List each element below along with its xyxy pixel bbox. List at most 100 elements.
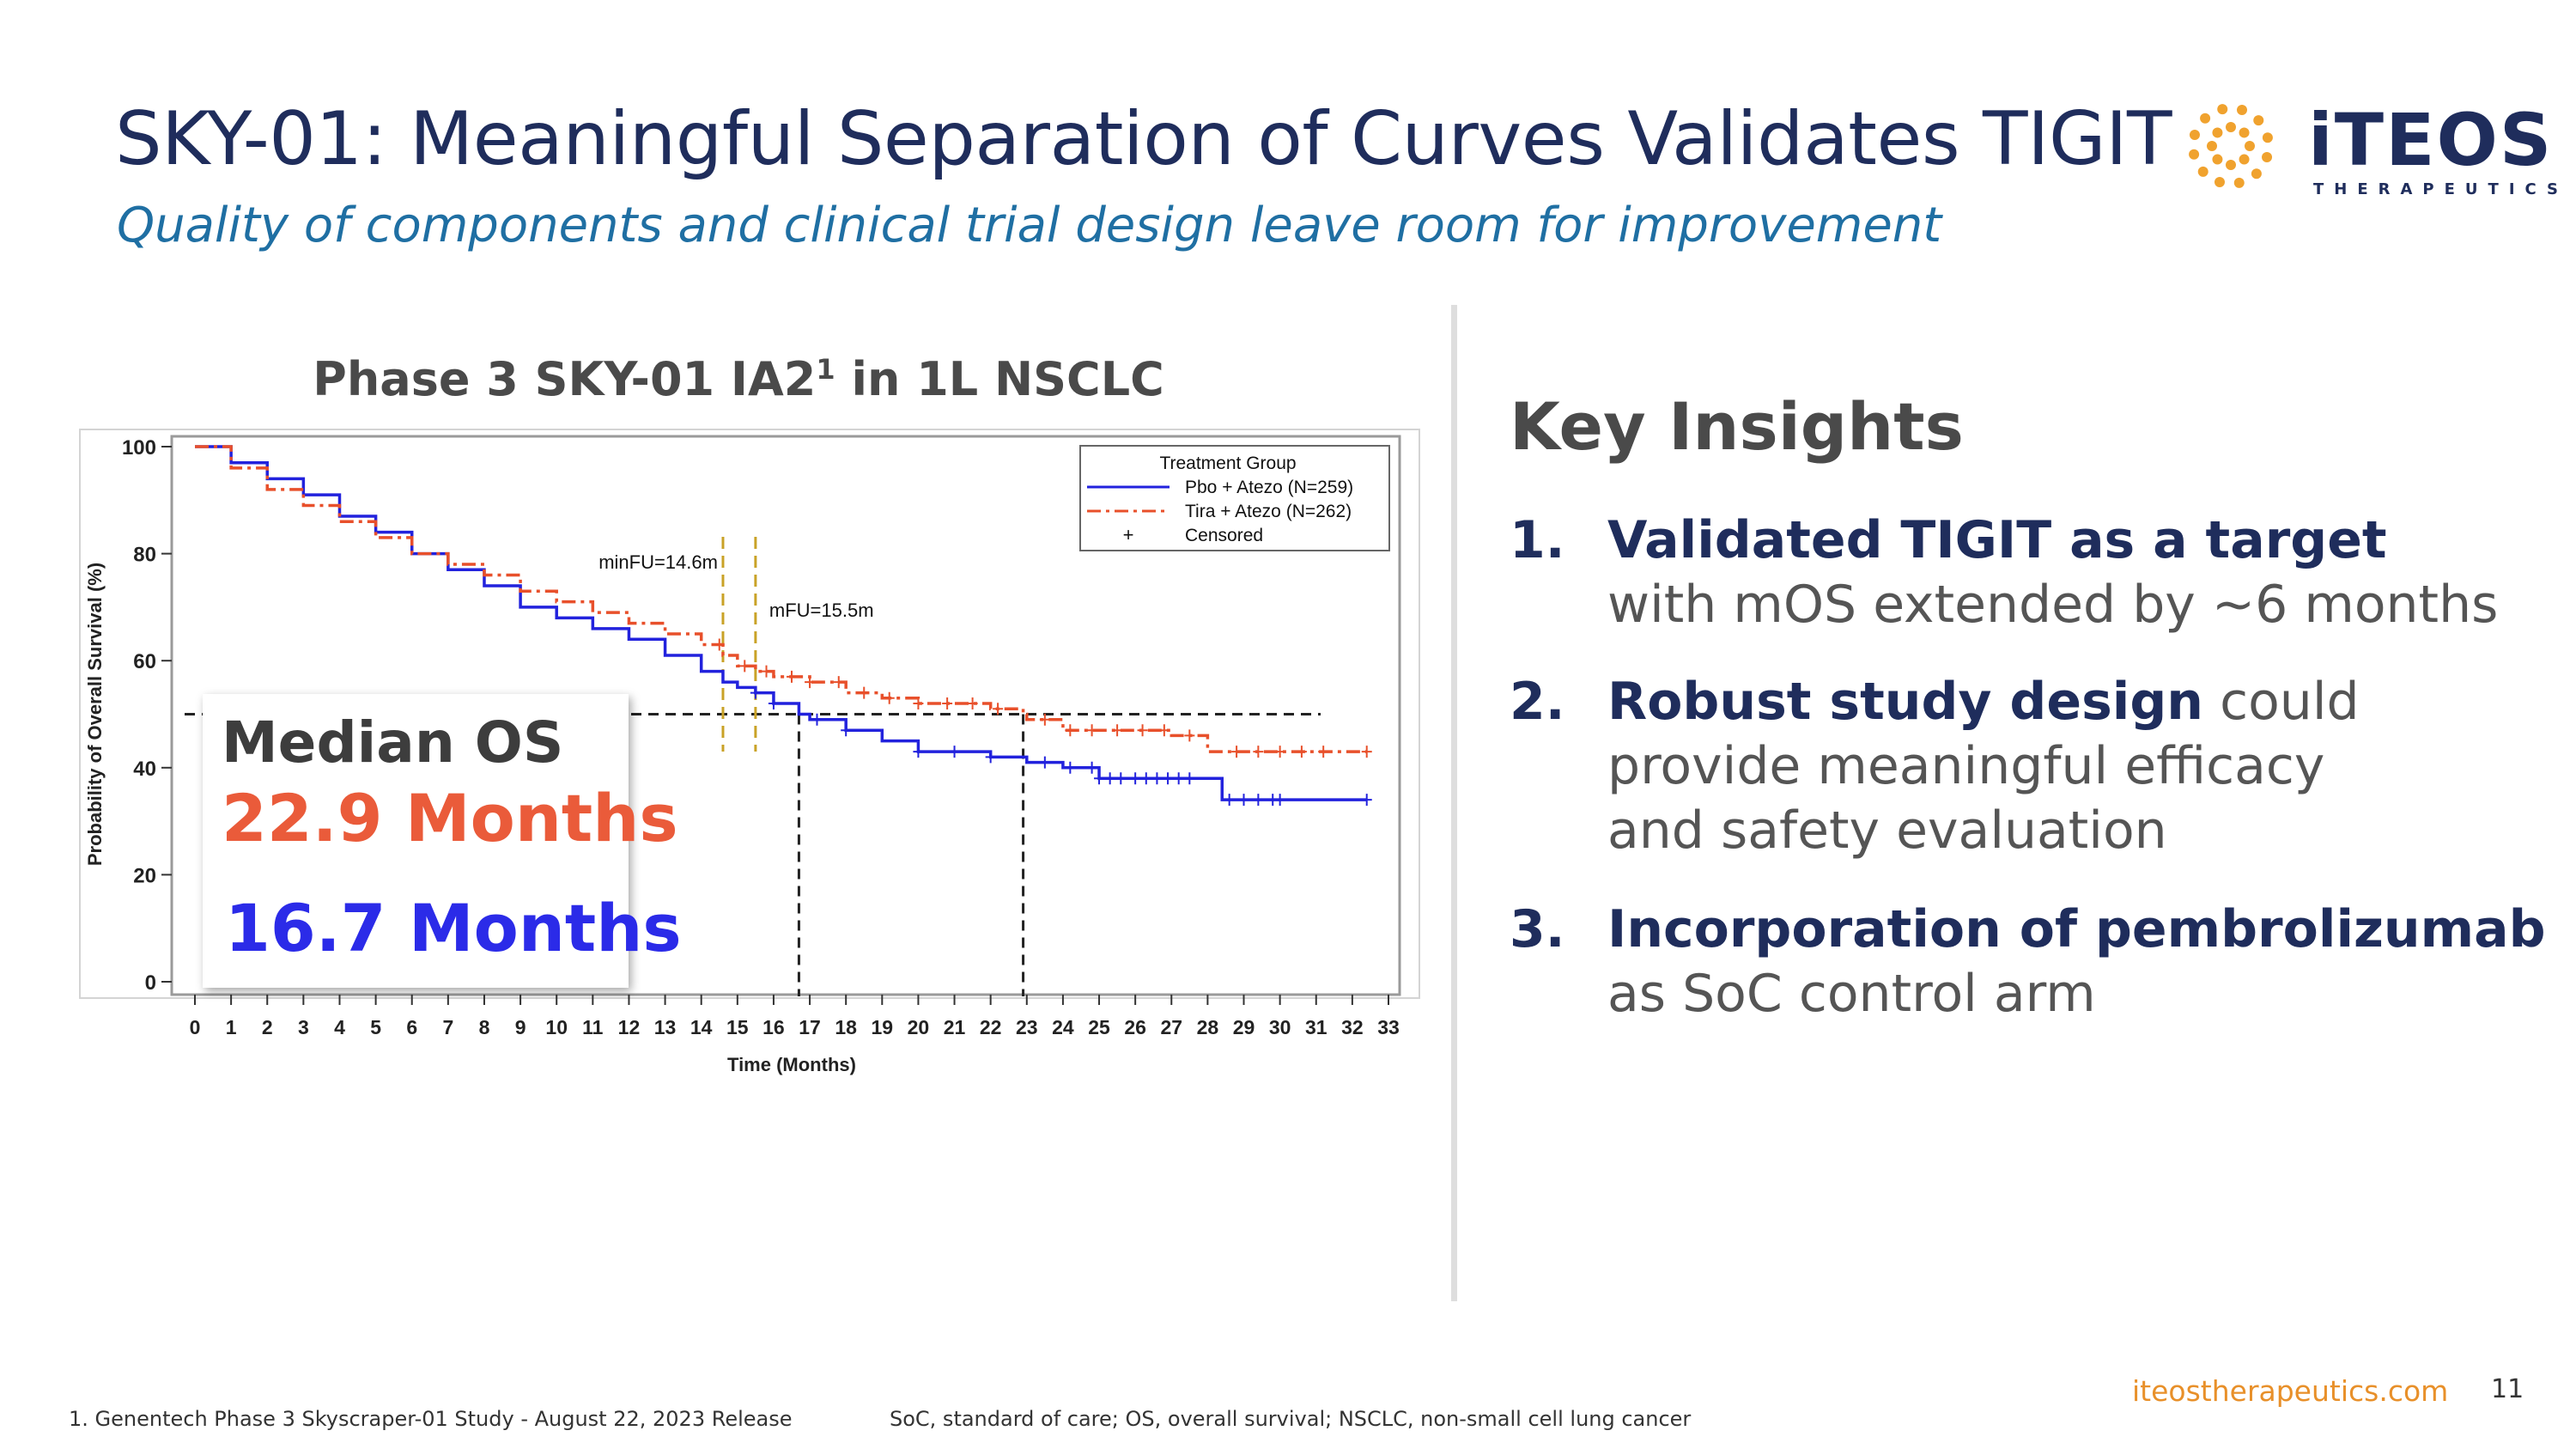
logo-dot (2262, 152, 2273, 163)
legend-entry: Tira + Atezo (N=262) (1185, 502, 1352, 521)
logo-dot (2251, 168, 2262, 180)
insight-text: Robust study design could provide meanin… (1607, 670, 2360, 863)
x-tick-label: 32 (1341, 1016, 1364, 1038)
censor-mark (811, 713, 823, 726)
chart-title-main: Phase 3 SKY-01 IA2 (313, 352, 817, 406)
y-tick-label: 0 (145, 971, 156, 995)
censor-mark (1094, 772, 1105, 785)
x-tick-label: 16 (762, 1016, 785, 1038)
x-tick-label: 22 (980, 1016, 1002, 1038)
censor-mark (1163, 772, 1174, 785)
logo-wordmark: iTEOS (2308, 98, 2554, 182)
x-tick-label: 19 (872, 1016, 894, 1038)
censor-mark (1065, 761, 1076, 774)
median-os-tira: 22.9 Months (222, 780, 678, 856)
censor-mark (1231, 746, 1242, 758)
censor-mark (1253, 746, 1264, 758)
chart-title-suffix: in 1L NSCLC (835, 352, 1164, 406)
censor-mark (1184, 772, 1195, 785)
chart-title-footnote-ref: 1 (816, 353, 835, 386)
insight-number: 2. (1510, 672, 1565, 732)
logo-dot (2212, 154, 2223, 165)
x-tick-label: 8 (479, 1016, 490, 1038)
insight-line: with mOS extended by ~6 months (1607, 575, 2499, 635)
insight-number: 1. (1510, 510, 1565, 570)
censor-mark (1115, 772, 1127, 785)
logo-dot (2189, 129, 2200, 140)
logo-dot (2212, 127, 2223, 138)
x-tick-label: 30 (1269, 1016, 1291, 1038)
x-tick-label: 1 (226, 1016, 237, 1038)
x-tick-label: 24 (1052, 1016, 1074, 1038)
x-tick-label: 14 (690, 1016, 713, 1038)
median-os-pbo: 16.7 Months (225, 890, 682, 966)
median-os-label: Median OS (222, 709, 564, 776)
censor-mark (1318, 746, 1329, 758)
insight-number: 3. (1510, 899, 1565, 959)
key-insights-title: Key Insights (1510, 388, 1964, 465)
y-tick-label: 100 (122, 436, 156, 460)
censor-mark (833, 676, 844, 689)
legend-entry: Pbo + Atezo (N=259) (1185, 478, 1353, 497)
x-tick-label: 25 (1088, 1016, 1110, 1038)
legend-title: Treatment Group (1159, 454, 1296, 473)
censor-mark (1253, 794, 1264, 807)
censor-mark (768, 697, 779, 710)
x-tick-label: 12 (618, 1016, 641, 1038)
censor-mark (1112, 724, 1123, 737)
logo-dot (2226, 160, 2236, 170)
censor-mark (993, 703, 1004, 715)
x-tick-label: 26 (1124, 1016, 1146, 1038)
followup-label: minFU=14.6m (598, 551, 718, 573)
website-link[interactable]: iteostherapeutics.com (2132, 1374, 2449, 1408)
logo-dot (2200, 113, 2211, 124)
x-tick-label: 13 (654, 1016, 677, 1038)
censor-mark (1151, 772, 1163, 785)
footnote-source: 1. Genentech Phase 3 Skyscraper-01 Study… (69, 1407, 793, 1431)
censor-mark (1039, 713, 1050, 726)
censor-mark (714, 638, 725, 651)
x-tick-label: 0 (190, 1016, 201, 1038)
censor-mark (1224, 794, 1235, 807)
censor-mark (841, 724, 852, 737)
logo-dot (2226, 122, 2236, 132)
censor-mark (1238, 794, 1249, 807)
x-tick-label: 15 (726, 1016, 749, 1038)
vertical-divider (1451, 305, 1457, 1301)
x-tick-label: 7 (442, 1016, 453, 1038)
censor-mark (1274, 746, 1285, 758)
insight-line: and safety evaluation (1607, 801, 2167, 861)
logo-dot (2217, 104, 2228, 115)
censor-mark (1086, 761, 1097, 774)
censor-mark (1137, 724, 1148, 737)
censor-mark (1184, 729, 1195, 742)
censor-mark (1039, 756, 1050, 769)
logo-dot (2197, 166, 2208, 177)
y-tick-label: 40 (133, 758, 156, 781)
insight-text: Incorporation of pembrolizumab as SoC co… (1607, 898, 2546, 1026)
censor-mark (1065, 724, 1076, 737)
censor-mark (1140, 772, 1151, 785)
chart-title: Phase 3 SKY-01 IA21 in 1L NSCLC (0, 352, 1477, 406)
censor-mark (1086, 724, 1097, 737)
censor-mark (913, 746, 924, 758)
logo-dot (2239, 127, 2250, 138)
censor-mark (1361, 794, 1372, 807)
censor-mark (787, 670, 797, 683)
x-tick-label: 27 (1160, 1016, 1182, 1038)
x-tick-label: 18 (835, 1016, 857, 1038)
legend-box (1079, 445, 1390, 551)
censor-mark (1158, 724, 1170, 737)
logo-dot (2189, 149, 2200, 160)
x-tick-label: 29 (1233, 1016, 1255, 1038)
logo-dot (2237, 104, 2248, 115)
censor-mark (949, 746, 960, 758)
logo-dot (2262, 132, 2273, 143)
insight-line: provide meaningful efficacy (1607, 736, 2325, 796)
x-tick-label: 23 (1016, 1016, 1038, 1038)
insight-highlight: Incorporation of pembrolizumab (1607, 899, 2546, 959)
logo-dot (2233, 177, 2245, 188)
x-tick-label: 6 (406, 1016, 417, 1038)
x-tick-label: 2 (262, 1016, 273, 1038)
censor-mark (1173, 772, 1184, 785)
